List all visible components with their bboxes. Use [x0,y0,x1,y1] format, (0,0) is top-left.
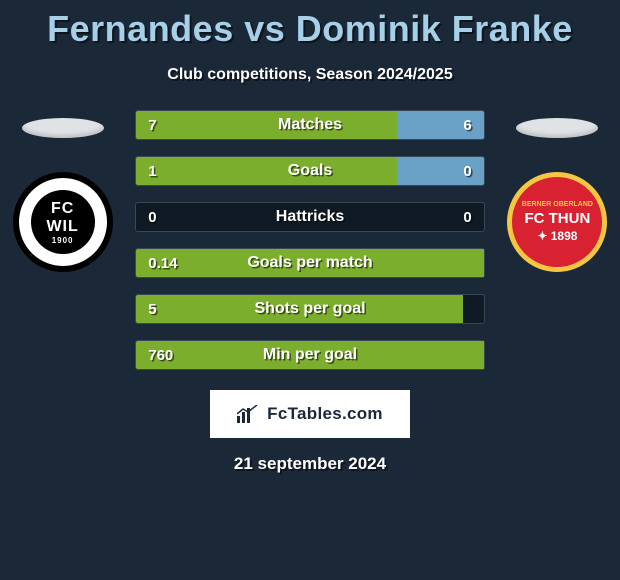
stat-bar-left [136,111,397,139]
brand-text: FcTables.com [267,404,383,424]
left-club-badge: FC WIL 1900 [13,172,113,272]
stat-value-right: 0 [463,163,471,180]
stat-row: 0.14 Goals per match [135,248,485,278]
snapshot-date: 21 september 2024 [0,454,620,474]
comparison-container: Fernandes vs Dominik Franke Club competi… [0,0,620,580]
right-marker-ellipse [516,118,598,138]
stat-value-left: 0.14 [148,255,177,272]
stat-row: 760 Min per goal [135,340,485,370]
stat-value-left: 760 [148,347,173,364]
wil-badge-year: 1900 [52,236,74,245]
brand-watermark: FcTables.com [210,390,410,438]
left-marker-ellipse [22,118,104,138]
stat-row: 1 0 Goals [135,156,485,186]
stat-label: Goals per match [247,254,372,272]
left-player-column: FC WIL 1900 [8,118,117,272]
wil-badge-text2: WIL [46,218,78,236]
stat-row: 5 Shots per goal [135,294,485,324]
stat-label: Matches [278,116,342,134]
thun-badge-text: FC THUN [524,210,590,227]
right-club-badge: BERNER OBERLAND FC THUN ✦ 1898 [507,172,607,272]
stat-value-left: 1 [148,163,156,180]
wil-badge-text: FC [51,200,74,218]
main-area: FC WIL 1900 76Matches10Goals00Hattricks0… [0,118,620,370]
wil-badge-inner: FC WIL 1900 [31,190,95,254]
stat-row: 0 0 Hattricks [135,202,485,232]
stat-label: Goals [288,162,332,180]
competition-subtitle: Club competitions, Season 2024/2025 [0,66,620,84]
stat-value-right: 0 [463,209,471,226]
stat-label: Hattricks [276,208,344,226]
stat-value-left: 5 [148,301,156,318]
stat-value-right: 6 [463,117,471,134]
right-player-column: BERNER OBERLAND FC THUN ✦ 1898 [503,118,612,272]
stat-label: Shots per goal [254,300,365,318]
stat-bar-left [136,157,397,185]
thun-badge-star: ✦ 1898 [537,229,577,243]
stat-label: Min per goal [263,346,357,364]
stat-value-left: 0 [148,209,156,226]
stat-value-left: 7 [148,117,156,134]
stats-column: 7 6 Matches 1 0 Goals 0 0 Hattricks 0.14 Goals per… [135,110,485,370]
thun-badge-top: BERNER OBERLAND [522,201,593,208]
brand-chart-icon [237,405,259,423]
page-title: Fernandes vs Dominik Franke [0,8,620,50]
stat-row: 7 6 Matches [135,110,485,140]
